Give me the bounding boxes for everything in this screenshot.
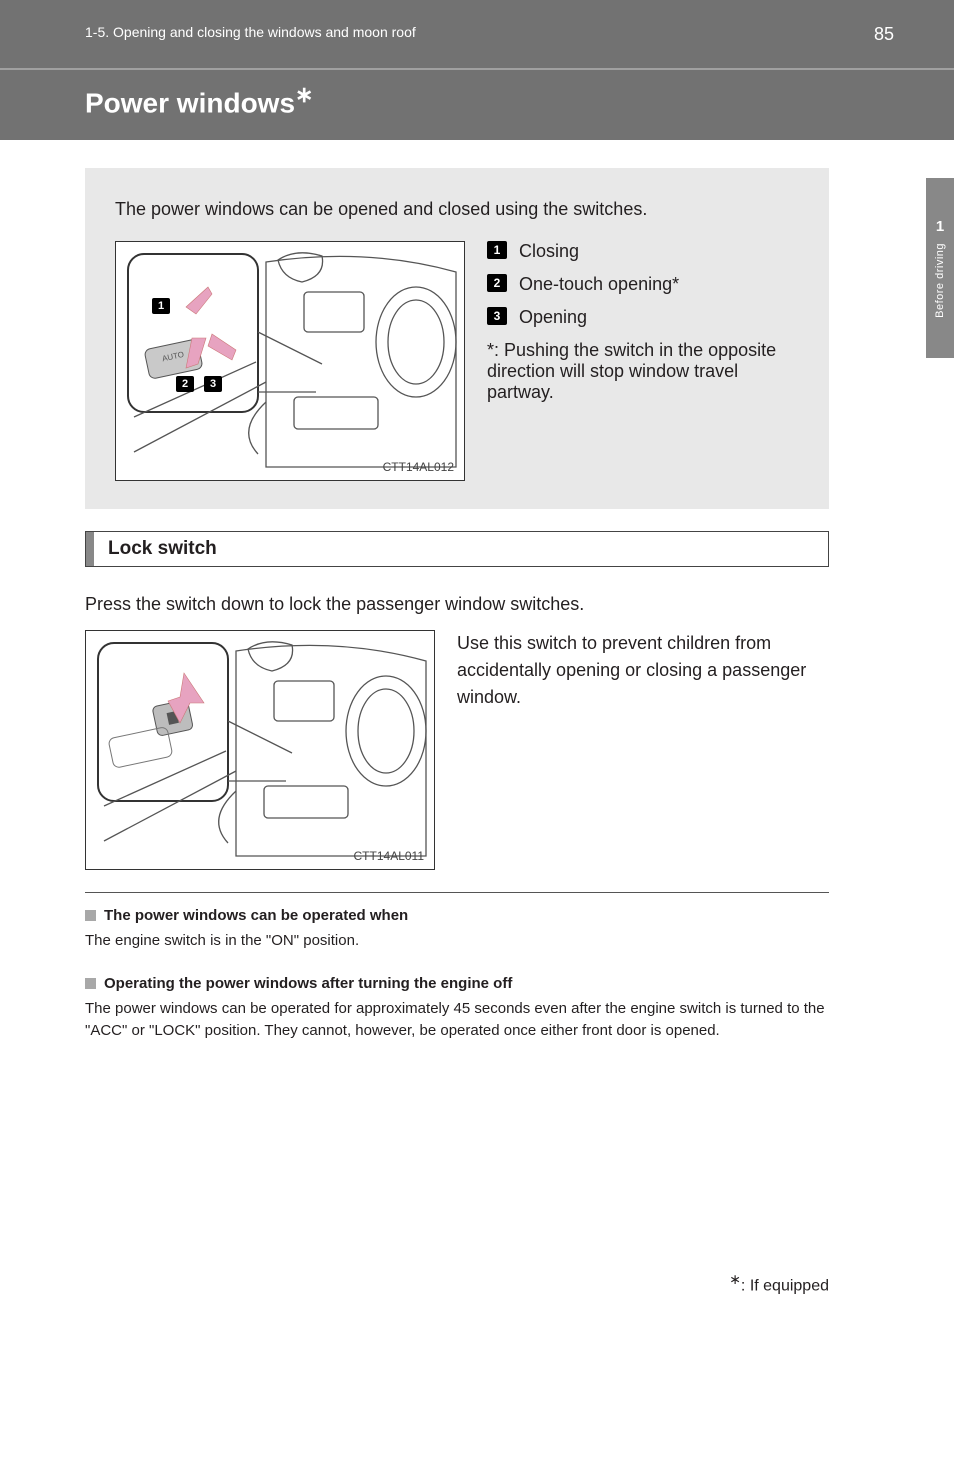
- breadcrumb: 1-5. Opening and closing the windows and…: [85, 24, 416, 40]
- switch-diagram: AUTO: [115, 241, 465, 481]
- title-asterisk: ∗: [295, 82, 313, 107]
- section-tab: [86, 532, 94, 566]
- legend-num-1: 1: [487, 241, 507, 259]
- legend: 1 Closing 2 One-touch opening* 3 Opening…: [487, 241, 799, 481]
- lock-section-header: Lock switch: [85, 531, 829, 567]
- lock-diagram: CTT14AL011: [85, 630, 435, 870]
- footer-text: : If equipped: [741, 1277, 829, 1294]
- lock-diagram-code: CTT14AL011: [354, 849, 424, 863]
- note-1-title: The power windows can be operated when: [104, 907, 408, 924]
- footer-note: ∗: If equipped: [729, 1271, 829, 1295]
- legend-num-3: 3: [487, 307, 507, 325]
- note-2: Operating the power windows after turnin…: [85, 975, 829, 1043]
- note-bullet-icon: [85, 910, 96, 921]
- footer-asterisk: ∗: [729, 1271, 741, 1287]
- intro-panel: The power windows can be opened and clos…: [85, 168, 829, 509]
- diagram-marker-3: 3: [204, 376, 222, 392]
- chapter-side-tab: 1 Before driving: [926, 178, 954, 358]
- title-text: Power windows: [85, 87, 295, 118]
- legend-text-1: Closing: [519, 241, 579, 262]
- legend-text-2: One-touch opening*: [519, 274, 679, 295]
- header-divider: [0, 68, 954, 70]
- chapter-number: 1: [936, 218, 944, 235]
- legend-row-1: 1 Closing: [487, 241, 799, 262]
- legend-text-3: Opening: [519, 307, 587, 328]
- intro-text: The power windows can be opened and clos…: [115, 196, 799, 223]
- note-2-body: The power windows can be operated for ap…: [85, 998, 829, 1043]
- note-1: The power windows can be operated when T…: [85, 907, 829, 953]
- chapter-label: Before driving: [934, 243, 946, 318]
- legend-row-3: 3 Opening: [487, 307, 799, 328]
- note-2-title: Operating the power windows after turnin…: [104, 975, 512, 992]
- note-bullet-icon: [85, 978, 96, 989]
- legend-footnote: *: Pushing the switch in the opposite di…: [487, 340, 799, 403]
- legend-num-2: 2: [487, 274, 507, 292]
- diagram-marker-2: 2: [176, 376, 194, 392]
- page-title: Power windows∗: [0, 82, 954, 119]
- section-label: Lock switch: [94, 538, 217, 560]
- diagram-code: CTT14AL012: [383, 460, 454, 474]
- notes-divider: [85, 892, 829, 893]
- page-number: 85: [874, 24, 894, 45]
- diagram-marker-1: 1: [152, 298, 170, 314]
- lock-section: Press the switch down to lock the passen…: [85, 591, 829, 870]
- note-1-body: The engine switch is in the "ON" positio…: [85, 930, 829, 953]
- legend-row-2: 2 One-touch opening*: [487, 274, 799, 295]
- lock-body: Use this switch to prevent children from…: [457, 630, 829, 711]
- notes-section: The power windows can be operated when T…: [85, 892, 829, 1043]
- lock-intro: Press the switch down to lock the passen…: [85, 591, 829, 618]
